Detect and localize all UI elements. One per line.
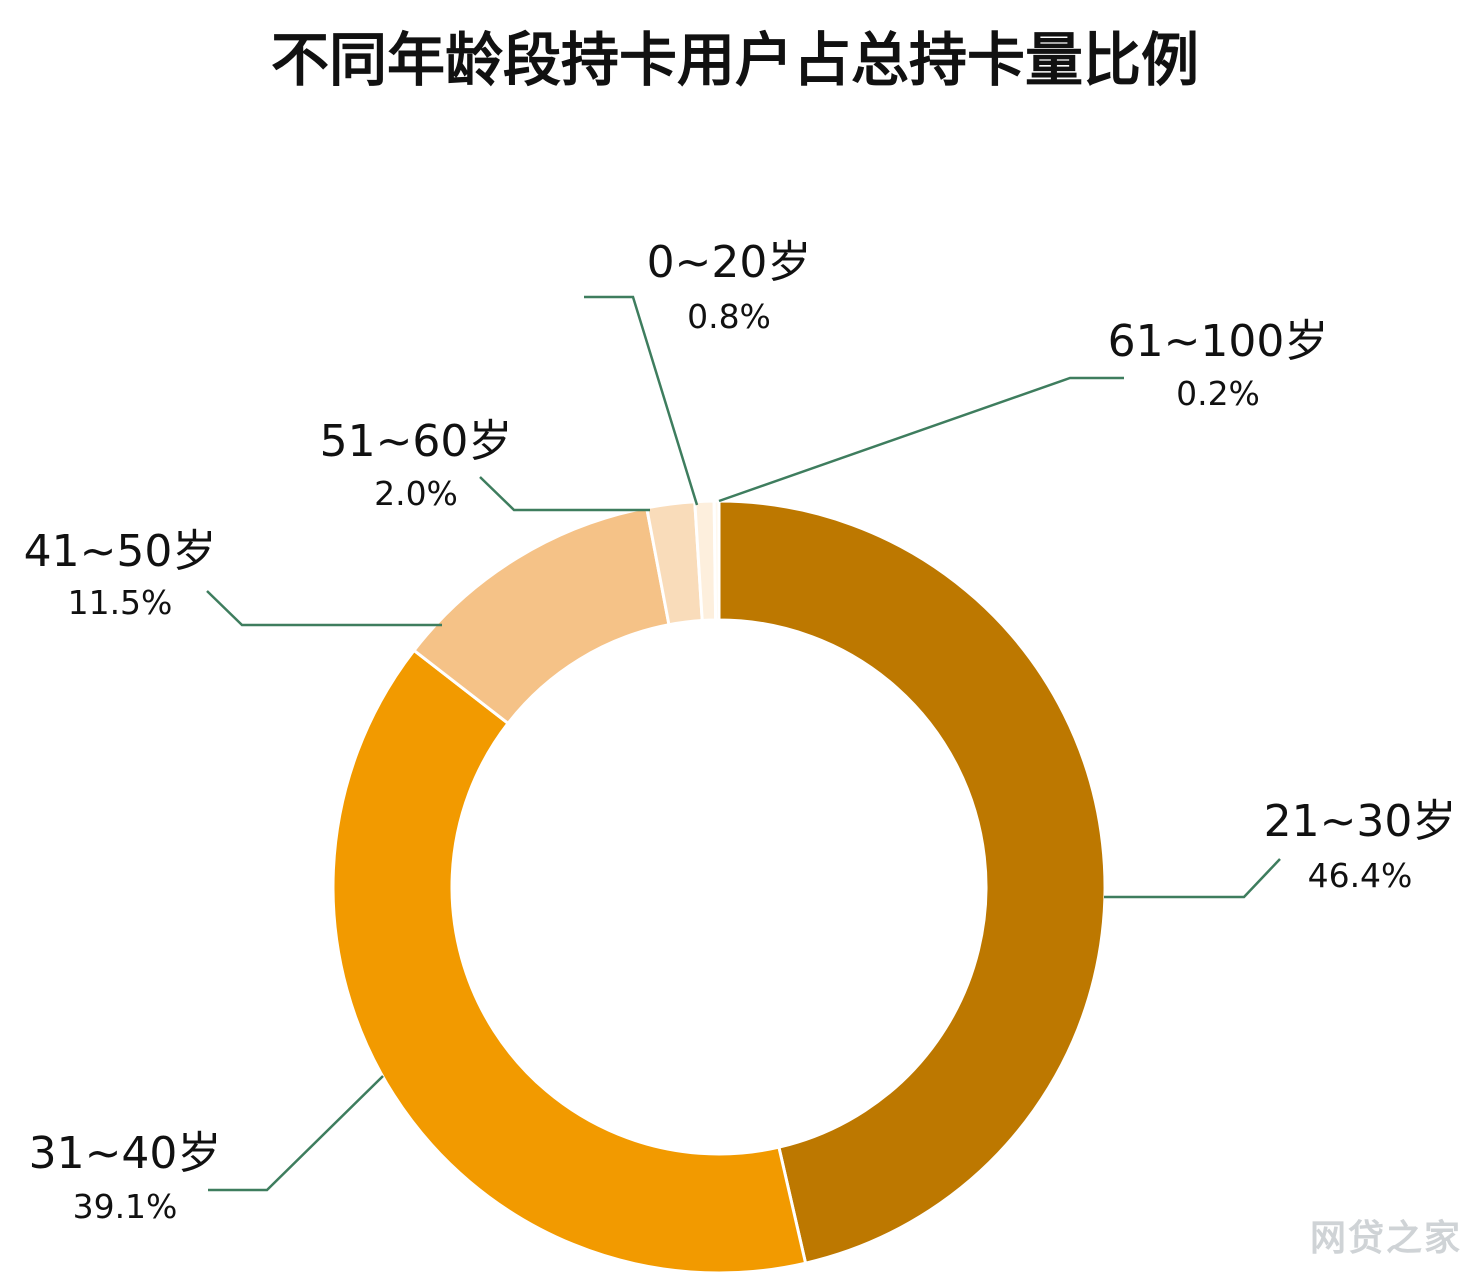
slice-0: [717, 499, 1107, 1265]
leader-line-0: [1104, 858, 1281, 899]
leader-line-4: [584, 295, 699, 506]
slice-label-3: 51~60岁: [320, 416, 513, 467]
leader-line-3: [479, 476, 650, 512]
slice-5: [712, 499, 721, 622]
leader-lines: [206, 295, 1281, 1192]
slice-value-label-5: 0.2%: [1176, 374, 1260, 413]
leader-line-5: [718, 376, 1124, 503]
slice-1: [331, 648, 808, 1275]
chart-title: 不同年龄段持卡用户占总持卡量比例: [271, 26, 1199, 94]
slice-label-4: 0~20岁: [647, 237, 812, 288]
watermark-logo: 网贷之家: [1310, 1218, 1462, 1259]
slice-label-0: 21~30岁: [1264, 796, 1457, 847]
slice-value-label-1: 39.1%: [73, 1187, 178, 1226]
slice-label-1: 31~40岁: [29, 1128, 222, 1179]
slice-value-label-2: 11.5%: [68, 583, 173, 622]
slice-value-label-0: 46.4%: [1308, 856, 1413, 895]
leader-line-1: [208, 1075, 384, 1192]
donut-slices: [331, 499, 1107, 1275]
slice-label-5: 61~100岁: [1108, 316, 1329, 367]
leader-line-2: [206, 590, 442, 627]
slice-value-label-4: 0.8%: [687, 297, 771, 336]
slice-value-label-3: 2.0%: [374, 474, 458, 513]
slice-labels: 21~30岁 46.4% 31~40岁 39.1% 41~50岁 11.5% 51~60岁 2…: [24, 237, 1457, 1226]
slice-label-2: 41~50岁: [24, 526, 217, 577]
